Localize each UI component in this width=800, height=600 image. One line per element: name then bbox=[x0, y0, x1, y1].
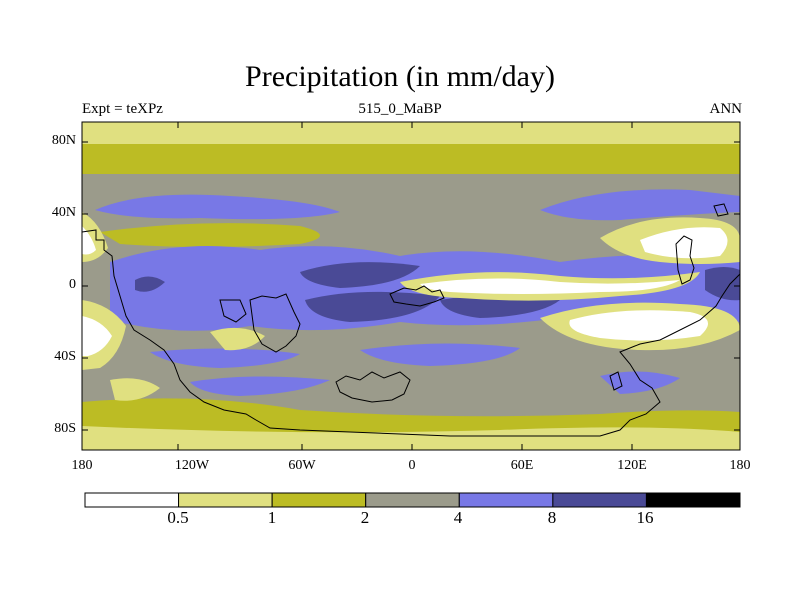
experiment-label: Expt = teXPz bbox=[82, 101, 163, 117]
x-tick-label: 0 bbox=[408, 458, 416, 473]
x-tick-label: 60E bbox=[510, 458, 534, 473]
sh-wet-1 bbox=[150, 348, 300, 368]
core-wet-2 bbox=[305, 291, 440, 322]
colorbar-swatch bbox=[552, 492, 647, 508]
x-tick-label: 180 bbox=[729, 458, 751, 473]
x-tick-label: 120W bbox=[174, 458, 210, 473]
coastlines bbox=[82, 203, 740, 437]
coast-7 bbox=[713, 203, 729, 217]
precip-field bbox=[82, 122, 740, 450]
core-wet-1 bbox=[300, 262, 420, 288]
dry-tongue-white bbox=[420, 278, 680, 294]
y-tick-label: 40N bbox=[51, 205, 76, 220]
dry-spot-1 bbox=[210, 327, 265, 351]
band-south-pale bbox=[82, 426, 740, 450]
axis-ticks bbox=[82, 122, 740, 450]
colorbar-swatch bbox=[84, 492, 180, 508]
coast-5 bbox=[335, 371, 411, 403]
colorbar-label: 4 bbox=[453, 508, 463, 527]
sh-wet-4 bbox=[600, 371, 680, 394]
coast-1 bbox=[82, 229, 740, 437]
band-north-pale bbox=[82, 122, 740, 144]
core-wet-5 bbox=[135, 276, 165, 292]
dry-nw-white bbox=[82, 226, 96, 255]
coast-6 bbox=[675, 235, 695, 285]
y-tick-label: 80S bbox=[54, 421, 76, 436]
y-tick-label: 40S bbox=[54, 349, 76, 364]
sh-wet-2 bbox=[360, 343, 520, 366]
colorbar bbox=[84, 492, 741, 508]
dry-spot-2 bbox=[110, 378, 160, 401]
x-tick-label: 180 bbox=[71, 458, 93, 473]
coast-8 bbox=[609, 371, 623, 391]
storm-track-east bbox=[540, 189, 740, 221]
colorbar-label: 2 bbox=[360, 508, 370, 527]
colorbar-label: 1 bbox=[267, 508, 277, 527]
dry-sw-white bbox=[82, 316, 112, 356]
coast-2 bbox=[249, 293, 301, 353]
colorbar-label: 16 bbox=[636, 508, 654, 527]
core-wet-3 bbox=[440, 295, 560, 318]
core-wet-4 bbox=[705, 267, 740, 301]
dry-band-mid bbox=[100, 223, 320, 247]
run-label: 515_0_MaBP bbox=[358, 101, 442, 117]
season-label: ANN bbox=[709, 101, 743, 117]
colorbar-swatch bbox=[271, 492, 367, 508]
storm-track-pacific bbox=[95, 194, 340, 220]
y-tick-label: 80N bbox=[51, 133, 76, 148]
y-tick-label: 0 bbox=[69, 277, 76, 292]
sh-wet-3 bbox=[190, 376, 330, 396]
colorbar-label: 8 bbox=[547, 508, 557, 527]
map-title: Precipitation (in mm/day) bbox=[245, 60, 555, 93]
colorbar-swatch bbox=[458, 492, 554, 508]
coast-4 bbox=[389, 285, 445, 307]
colorbar-label: 0.5 bbox=[167, 508, 189, 527]
dry-ne-white bbox=[640, 227, 728, 259]
colorbar-swatch bbox=[645, 492, 741, 508]
x-tick-label: 120E bbox=[617, 458, 647, 473]
coast-3 bbox=[219, 299, 247, 323]
x-tick-label: 60W bbox=[288, 458, 316, 473]
colorbar-swatch bbox=[365, 492, 460, 508]
colorbar-swatch bbox=[178, 492, 273, 508]
